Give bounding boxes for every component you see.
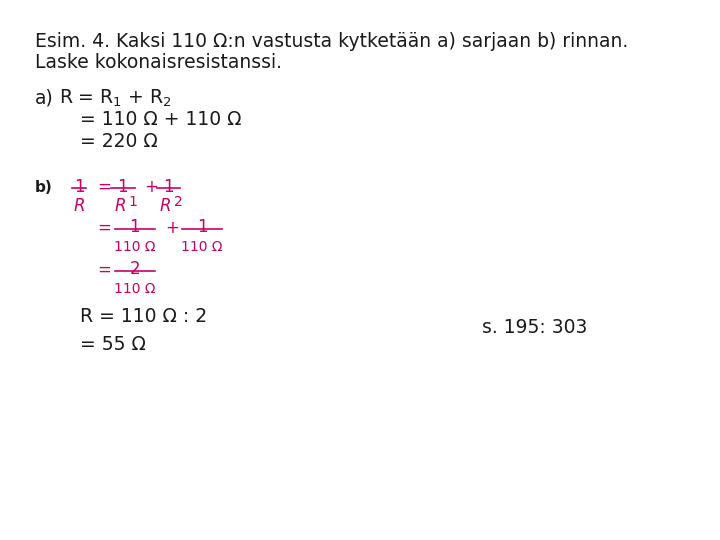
Text: 1: 1: [128, 195, 138, 209]
Text: = 220 Ω: = 220 Ω: [80, 132, 158, 151]
Text: a): a): [35, 88, 53, 107]
Text: Laske kokonaisresistanssi.: Laske kokonaisresistanssi.: [35, 53, 282, 72]
Text: 1: 1: [163, 178, 174, 196]
Text: R: R: [73, 197, 85, 215]
Text: =: =: [97, 219, 112, 237]
Text: s. 195: 303: s. 195: 303: [482, 318, 588, 337]
Text: = 55 Ω: = 55 Ω: [80, 335, 146, 354]
Text: R = R$_1$ + R$_2$: R = R$_1$ + R$_2$: [59, 88, 172, 109]
Text: Esim. 4. Kaksi 110 Ω:n vastusta kytketään a) sarjaan b) rinnan.: Esim. 4. Kaksi 110 Ω:n vastusta kytketää…: [35, 32, 628, 51]
Text: 2: 2: [130, 260, 140, 278]
Text: b): b): [35, 180, 53, 195]
Text: 2: 2: [174, 195, 183, 209]
Text: 110 Ω: 110 Ω: [181, 240, 222, 254]
Text: 1: 1: [74, 178, 84, 196]
Text: R: R: [160, 197, 171, 215]
Text: +: +: [166, 219, 179, 237]
Text: +: +: [144, 178, 158, 196]
Text: 110 Ω: 110 Ω: [114, 282, 156, 296]
Text: R: R: [114, 197, 126, 215]
Text: = 110 Ω + 110 Ω: = 110 Ω + 110 Ω: [80, 110, 242, 129]
Text: =: =: [97, 178, 112, 196]
Text: =: =: [97, 261, 112, 279]
Text: R = 110 Ω : 2: R = 110 Ω : 2: [80, 307, 207, 326]
Text: 1: 1: [117, 178, 128, 196]
Text: 1: 1: [197, 218, 207, 236]
Text: 1: 1: [130, 218, 140, 236]
Text: 110 Ω: 110 Ω: [114, 240, 156, 254]
